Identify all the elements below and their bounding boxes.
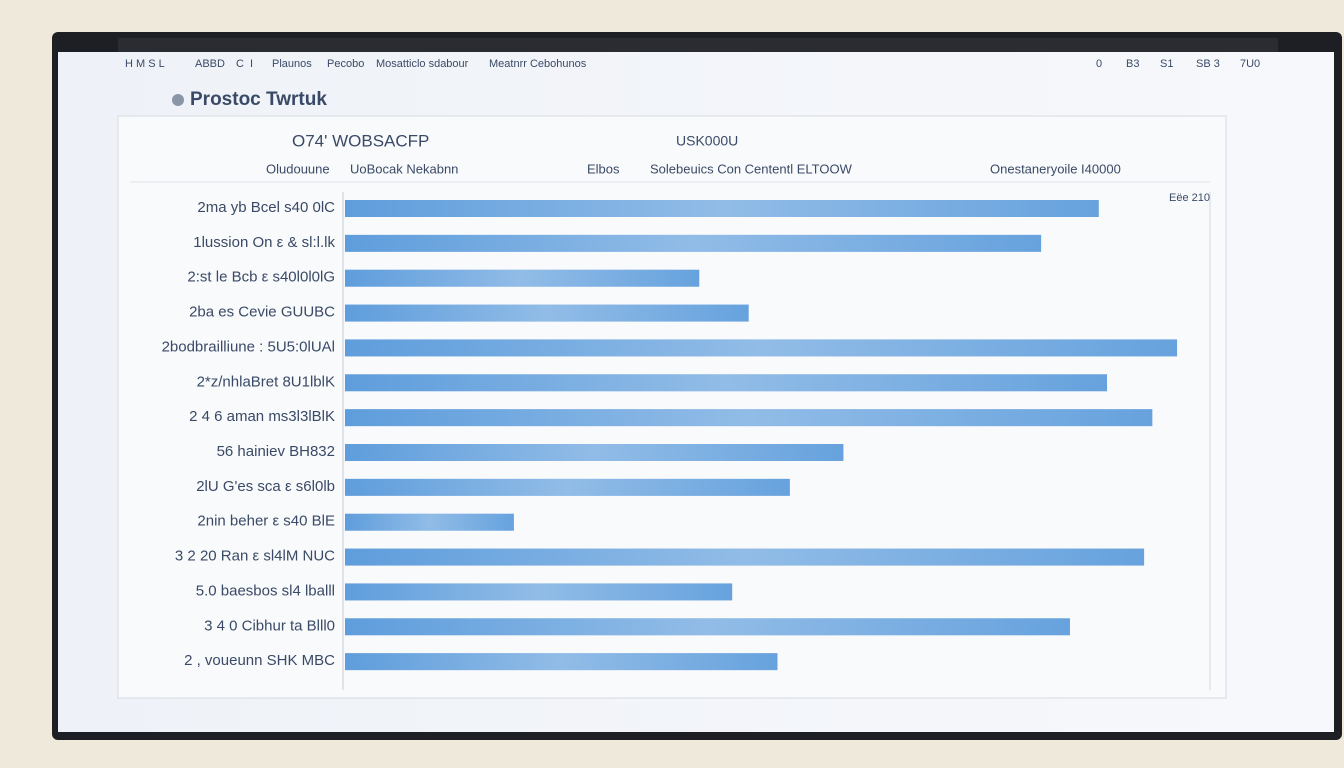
bar-sheen bbox=[345, 478, 790, 496]
status-item: B3 bbox=[1126, 58, 1139, 70]
menu-item: Mosatticlo sdabour bbox=[376, 58, 469, 70]
column-header: Onestaneryoile I40000 bbox=[990, 161, 1121, 176]
y-tick-label: 2ba es Cevie GUUBC bbox=[189, 304, 335, 321]
menu-item: C bbox=[236, 58, 244, 70]
y-tick-label: 2ma yb Bcel s40 0lC bbox=[197, 199, 335, 216]
bar-sheen bbox=[345, 653, 778, 671]
status-item: S1 bbox=[1160, 58, 1173, 70]
y-tick-label: 5.0 baesbos sl4 lballl bbox=[196, 582, 335, 599]
bar-sheen bbox=[345, 339, 1178, 357]
y-tick-label: 3 4 0 Cibhur ta Blll0 bbox=[204, 617, 335, 634]
bar-sheen bbox=[345, 200, 1099, 217]
menu-item: Pecobo bbox=[327, 58, 364, 70]
bar-sheen bbox=[345, 548, 1145, 566]
title-bar bbox=[118, 38, 1278, 52]
status-item: SB 3 bbox=[1196, 58, 1220, 70]
column-header: UoBocak Nekabnn bbox=[350, 161, 458, 176]
y-tick-label: 2:st le Bcb ε s40l0l0lG bbox=[187, 269, 335, 286]
bar-sheen bbox=[345, 269, 700, 287]
app-icon bbox=[172, 94, 184, 106]
annotation: USK000U bbox=[676, 133, 738, 149]
bar-sheen bbox=[345, 409, 1153, 427]
status-item: 0 bbox=[1096, 58, 1102, 70]
column-header: Elbos bbox=[587, 161, 620, 176]
bar-sheen bbox=[345, 374, 1108, 392]
y-tick-label: 1lussion On ε & sl:l.lk bbox=[193, 234, 335, 251]
bar-sheen bbox=[345, 583, 733, 601]
status-item: 7U0 bbox=[1240, 58, 1260, 70]
column-header: Solebeuics Con Cententl ELTOOW bbox=[650, 161, 853, 176]
chart-subtitle: O74' WOBSACFP bbox=[292, 131, 429, 150]
bar-sheen bbox=[345, 444, 844, 461]
column-header: Oludouune bbox=[266, 161, 330, 176]
x-tick-label: Eëe 210 bbox=[1169, 192, 1210, 204]
chart-title: Prostoc Twrtuk bbox=[190, 89, 327, 110]
bar-sheen bbox=[345, 513, 514, 531]
y-tick-label: 56 hainiev BH832 bbox=[217, 443, 335, 460]
y-tick-label: 2*z/nhlaBret 8U1lblK bbox=[197, 373, 335, 390]
y-tick-label: 3 2 20 Ran ε sl4lM NUC bbox=[175, 548, 335, 565]
menu-item: I bbox=[250, 58, 253, 70]
menu-item: ABBD bbox=[195, 58, 225, 70]
y-tick-label: 2 , voueunn SHK MBC bbox=[184, 652, 335, 669]
menu-item: H M S L bbox=[125, 58, 165, 70]
y-tick-label: 2 4 6 aman ms3l3lBlK bbox=[189, 408, 335, 425]
y-tick-label: 2nin beher ε s40 BlE bbox=[197, 513, 335, 530]
menu-item: Meatnrr Cebohunos bbox=[489, 58, 587, 70]
bar-sheen bbox=[345, 618, 1070, 636]
y-tick-label: 2lU G'es sca ε s6l0lb bbox=[196, 478, 335, 495]
bar-sheen bbox=[345, 304, 749, 322]
menu-item: Plaunos bbox=[272, 58, 312, 70]
y-tick-label: 2bodbrailliune : 5U5:0lUAl bbox=[162, 338, 335, 355]
bar-sheen bbox=[345, 234, 1042, 252]
